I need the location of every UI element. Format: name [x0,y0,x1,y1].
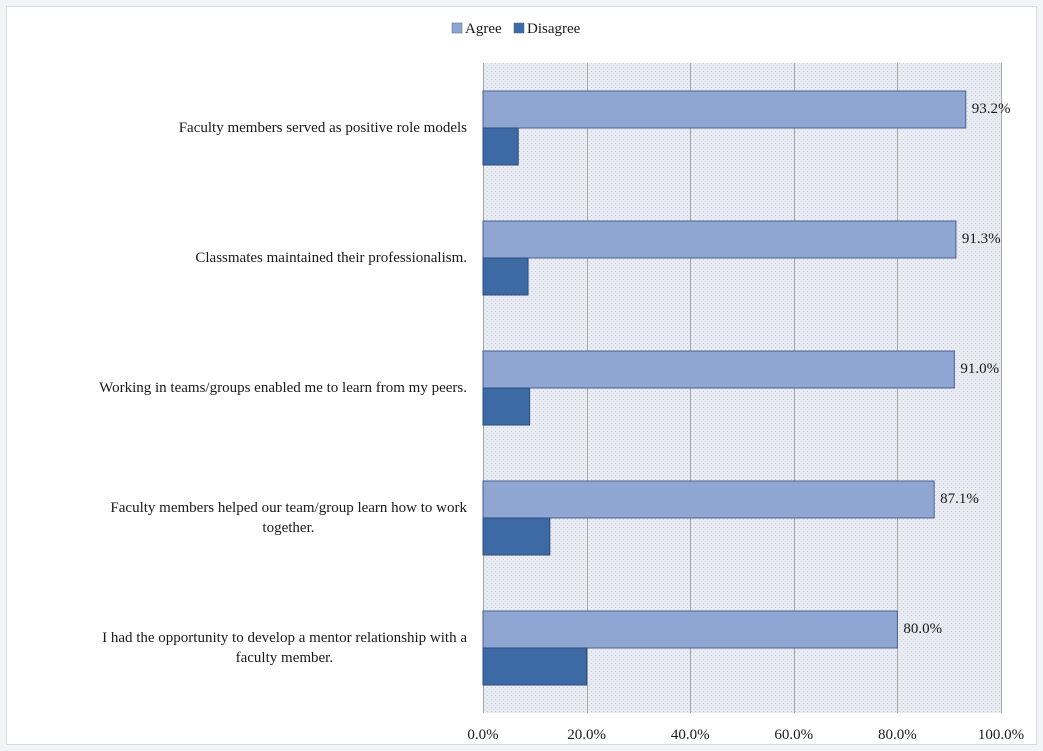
category-label-0: Faculty members served as positive role … [179,120,467,136]
category-label-3-line-0: Faculty members helped our team/group le… [110,500,467,516]
legend-label-disagree: Disagree [527,21,581,37]
bar-disagree-4 [482,647,588,686]
bar-chart: Agree Disagree 93.2%91.3%91.0%87.1%80.0% … [99,21,1024,743]
data-label-agree-1: 91.3% [962,231,1001,247]
bar-agree-2 [482,350,955,389]
bar-agree-1 [482,220,957,259]
bar-disagree-0 [482,127,519,166]
chart-container: Agree Disagree 93.2% 91.3% 91.0% 87.1% 80.0% … [6,6,1037,745]
category-label-4-line-1: faculty member. [236,650,333,666]
category-label-4-line-0: I had the opportunity to develop a mento… [102,630,467,646]
data-label-agree-4: 80.0% [903,621,942,637]
legend-swatch-agree [451,22,463,34]
legend-swatch-disagree [513,22,525,34]
category-label-1: Classmates maintained their professional… [195,250,467,266]
bar-disagree-2 [482,387,531,426]
x-axis-tick-labels: 0.0% 20.0% 40.0% 60.0% 80.0% 100.0% [467,727,1024,743]
x-tick-label: 80.0% [878,727,917,743]
category-label-2: Working in teams/groups enabled me to le… [99,380,467,396]
x-tick-label: 40.0% [671,727,710,743]
x-tick-label: 100.0% [978,727,1024,743]
data-label-agree-0: 93.2% [972,101,1011,117]
bar-disagree-3 [482,517,551,556]
bar-agree-0 [482,90,967,129]
data-label-agree-2: 91.0% [960,361,999,377]
bar-agree-3 [482,480,935,519]
legend: Agree Disagree [451,21,581,37]
category-label-3-line-1: together. [262,520,314,536]
bars [482,90,967,686]
bar-agree-4 [482,610,898,649]
x-tick-label: 20.0% [567,727,606,743]
x-tick-label: 0.0% [467,727,498,743]
data-labels: 93.2% 91.3% 91.0% 87.1% 80.0% [903,101,1010,637]
category-labels: Faculty members served as positive role … [99,120,467,666]
data-label-agree-3: 87.1% [940,491,979,507]
legend-label-agree: Agree [465,21,502,37]
x-tick-label: 60.0% [774,727,813,743]
bar-disagree-1 [482,257,529,296]
